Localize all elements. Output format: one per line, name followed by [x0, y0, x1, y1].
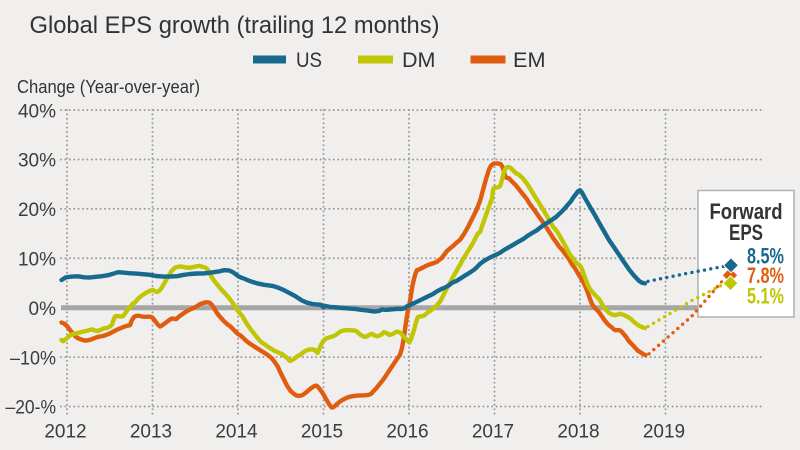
svg-text:–20-%: –20-%	[6, 398, 57, 419]
svg-text:EPS: EPS	[729, 220, 763, 245]
svg-text:8.5%: 8.5%	[747, 244, 784, 269]
svg-text:Forward: Forward	[710, 199, 783, 224]
svg-text:2012: 2012	[44, 422, 86, 443]
svg-text:2014: 2014	[215, 422, 258, 443]
svg-text:2013: 2013	[130, 422, 172, 443]
svg-text:2015: 2015	[301, 422, 343, 443]
svg-text:2019: 2019	[643, 422, 685, 443]
svg-text:2018: 2018	[557, 422, 599, 443]
svg-text:–10%: –10%	[10, 348, 56, 369]
svg-text:Global EPS growth (trailing 12: Global EPS growth (trailing 12 months)	[30, 12, 440, 39]
svg-text:5.1%: 5.1%	[747, 284, 784, 309]
svg-text:7.8%: 7.8%	[747, 263, 784, 288]
svg-text:US: US	[296, 48, 322, 72]
svg-text:2017: 2017	[472, 422, 514, 443]
svg-text:30%: 30%	[18, 151, 56, 172]
svg-text:40%: 40%	[18, 101, 56, 122]
svg-text:0%: 0%	[29, 299, 57, 320]
svg-text:DM: DM	[402, 48, 436, 72]
svg-text:2016: 2016	[386, 422, 428, 443]
svg-text:Change (Year-over-year): Change (Year-over-year)	[17, 77, 200, 97]
svg-text:10%: 10%	[18, 250, 56, 271]
svg-text:EM: EM	[513, 48, 546, 72]
svg-text:20%: 20%	[18, 200, 56, 221]
